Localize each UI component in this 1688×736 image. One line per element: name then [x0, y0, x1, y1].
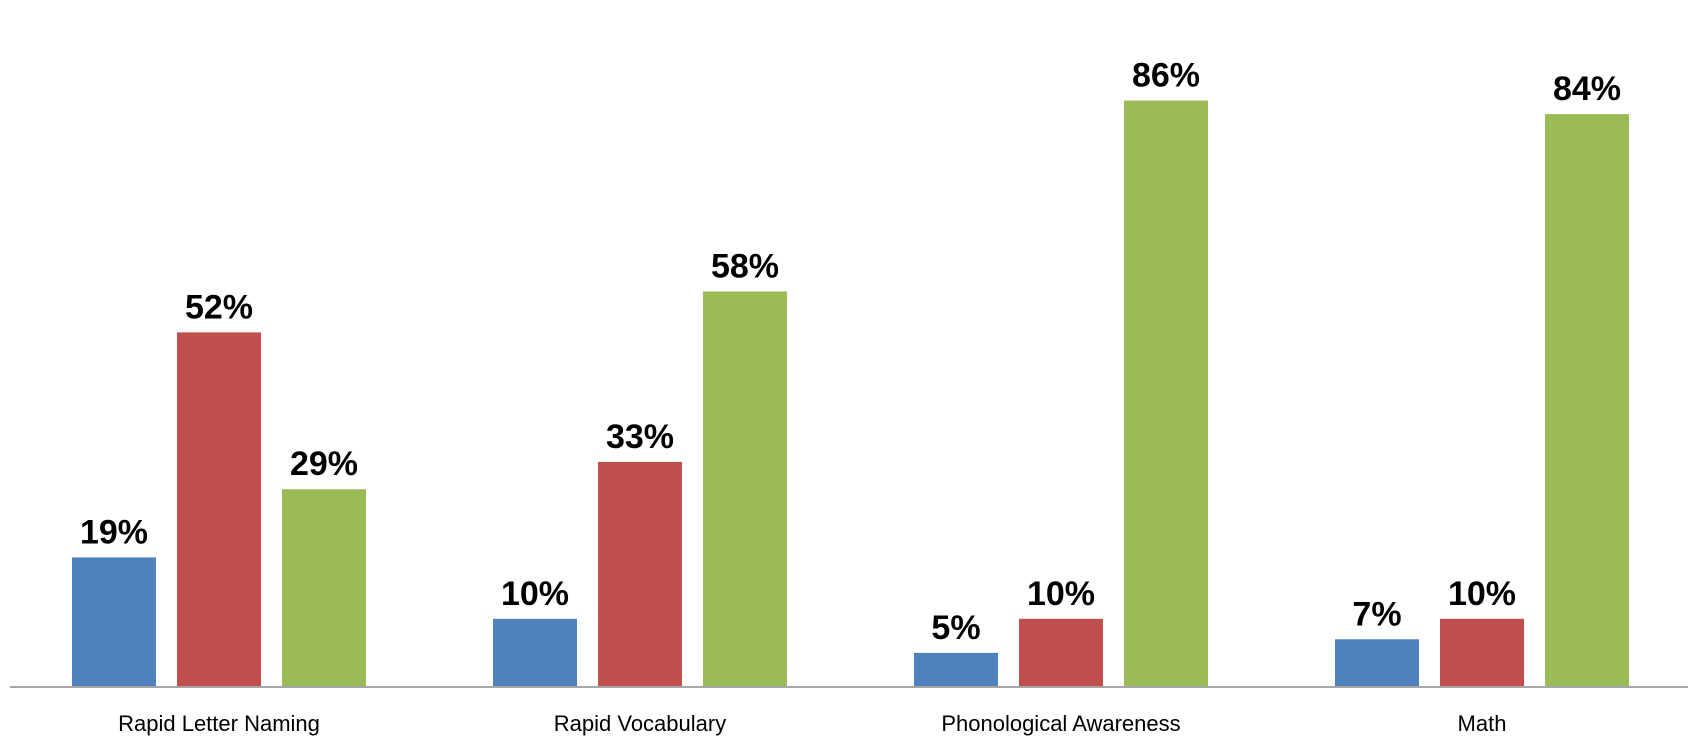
category-label-2: Rapid Vocabulary	[554, 711, 726, 736]
value-labels-group: 19% 52% 29% 10% 33% 58% 5% 10% 86% 7% 10% 84%	[80, 56, 1621, 646]
value-label-2-3: 58%	[711, 247, 779, 285]
value-label-1-1: 19%	[80, 513, 148, 551]
category-label-1: Rapid Letter Naming	[118, 711, 320, 736]
value-label-2-2: 33%	[606, 418, 674, 456]
value-label-4-1: 7%	[1352, 595, 1401, 633]
value-label-2-1: 10%	[501, 575, 569, 613]
category-labels-group: Rapid Letter Naming Rapid Vocabulary Phono…	[118, 711, 1506, 736]
bar-4-1	[1335, 639, 1419, 687]
value-label-1-2: 52%	[185, 288, 253, 326]
bar-1-1	[72, 557, 156, 687]
bars-group	[72, 100, 1629, 688]
bar-2-2	[598, 461, 682, 687]
value-label-3-1: 5%	[931, 609, 980, 647]
bar-2-1	[493, 618, 577, 687]
bar-1-3	[282, 489, 366, 687]
value-label-1-3: 29%	[290, 445, 358, 483]
bar-4-2	[1440, 618, 1524, 687]
value-label-3-2: 10%	[1027, 575, 1095, 613]
bar-3-3	[1124, 100, 1208, 688]
bar-3-2	[1019, 618, 1103, 687]
bar-1-2	[177, 332, 261, 687]
bar-3-1	[914, 652, 998, 687]
category-label-4: Math	[1458, 711, 1507, 736]
bar-4-3	[1545, 114, 1629, 688]
value-label-4-3: 84%	[1553, 70, 1621, 108]
category-label-3: Phonological Awareness	[941, 711, 1180, 736]
value-label-3-3: 86%	[1132, 56, 1200, 94]
bar-2-3	[703, 291, 787, 687]
value-label-4-2: 10%	[1448, 575, 1516, 613]
